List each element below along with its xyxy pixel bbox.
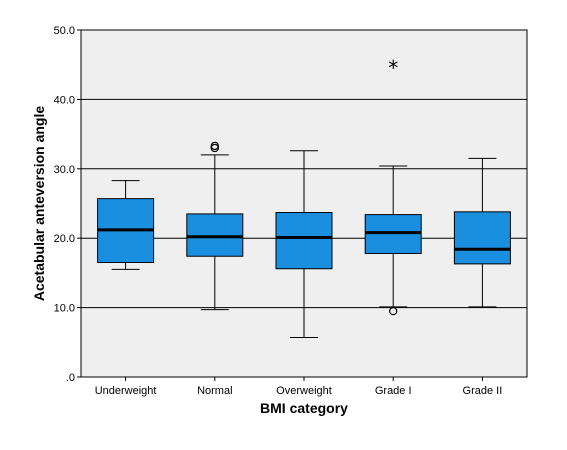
x-axis-ticks: Underweight Normal Overweight Grade I Grade … — [95, 377, 503, 397]
plot-border — [80, 29, 528, 378]
box-group — [275, 150, 333, 338]
iqr-box — [275, 212, 333, 270]
x-tick-label: Grade II — [463, 385, 503, 397]
y-tick-label: 40.0 — [54, 94, 75, 106]
box-group — [453, 157, 511, 308]
outlier-point — [210, 141, 219, 151]
y-tick-label: 20.0 — [54, 233, 75, 245]
box-group — [97, 180, 155, 270]
y-tick-label: 30.0 — [54, 164, 75, 176]
iqr-box — [453, 211, 511, 265]
x-tick-label: Overweight — [276, 385, 332, 397]
y-tick-label: 50.0 — [54, 25, 75, 37]
box-group — [186, 141, 244, 311]
y-axis-ticks: .0 10.0 20.0 30.0 40.0 50.0 — [54, 25, 81, 384]
x-axis-title: BMI category — [260, 400, 348, 416]
boxes-layer: * — [97, 56, 511, 338]
x-tick-label: Grade I — [375, 385, 412, 397]
iqr-box — [186, 213, 244, 257]
outlier-point — [389, 306, 398, 316]
x-tick-label: Normal — [197, 385, 232, 397]
y-tick-label: .0 — [66, 372, 75, 384]
y-axis-title: Acetabular anteversion angle — [31, 106, 47, 302]
x-tick-label: Underweight — [95, 385, 157, 397]
y-tick-label: 10.0 — [54, 303, 75, 315]
extreme-point: * — [388, 56, 398, 80]
box-group: * — [364, 56, 422, 316]
